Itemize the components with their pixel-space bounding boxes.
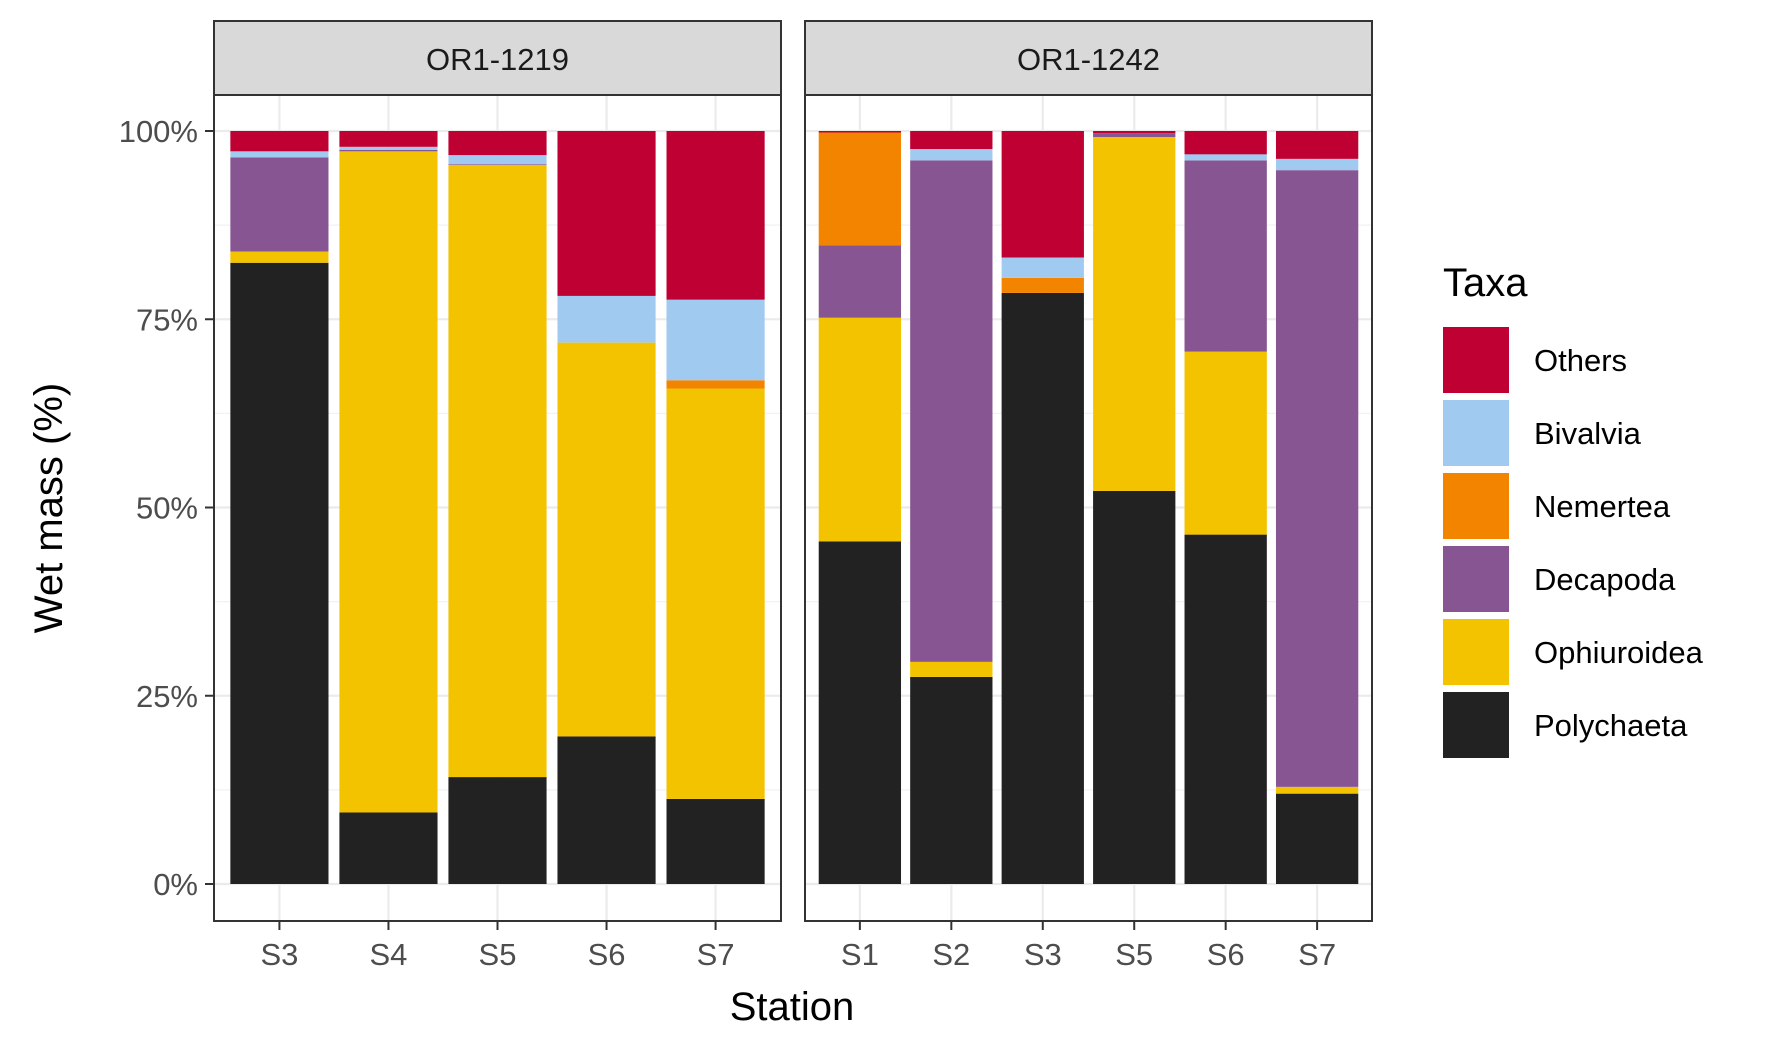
panel-strip (213, 20, 782, 96)
bar-segment-others-s7 (666, 131, 765, 300)
bar-segment-ophiuroidea-s4 (339, 151, 438, 813)
bar-segment-bivalvia-s6 (1184, 154, 1267, 161)
bar-segment-others-s5 (448, 131, 547, 156)
bar-segment-others-s6 (1184, 131, 1267, 155)
panel-strip-label: OR1-1242 (1017, 42, 1160, 77)
panel-OR1-1219: OR1-1219 S3 S4 S5 S6 S7 (213, 20, 782, 972)
x-tick-label: S1 (841, 937, 879, 972)
bar-segment-ophiuroidea-s5 (1093, 137, 1176, 491)
x-tick-label: S6 (588, 937, 626, 972)
bar-segment-decapoda-s7 (1275, 170, 1359, 787)
bar-segment-bivalvia-s3 (230, 151, 329, 158)
legend-key-polychaeta (1443, 692, 1509, 758)
legend-title: Taxa (1443, 261, 1528, 305)
legend-key-others (1443, 327, 1509, 393)
legend-label-nemertea: Nemertea (1534, 489, 1671, 524)
bar-segment-polychaeta-s7 (666, 798, 765, 884)
x-axis-title: Station (730, 985, 855, 1029)
y-tick-label: 0% (153, 867, 198, 902)
y-axis: 0% 25% 50% 75% 100% (119, 114, 214, 902)
bar-segment-decapoda-s4 (339, 149, 438, 152)
x-tick-label: S7 (1298, 937, 1336, 972)
x-tick-label: S2 (932, 937, 970, 972)
bar-segment-decapoda-s2 (910, 160, 993, 662)
bar-segment-ophiuroidea-s7 (1275, 786, 1359, 794)
panel-strip (804, 20, 1373, 96)
bar-segment-ophiuroidea-s6 (557, 342, 656, 737)
legend: Taxa Others Bivalvia Nemertea Decapoda Ophiu… (1443, 261, 1704, 758)
bar-segment-polychaeta-s6 (1184, 534, 1267, 884)
bar-segment-bivalvia-s5 (448, 155, 547, 165)
bar-segment-decapoda-s3 (230, 157, 329, 252)
bar-segment-decapoda-s6 (1184, 160, 1267, 352)
bar-segment-others-s5 (1093, 131, 1176, 134)
legend-key-ophiuroidea (1443, 619, 1509, 685)
legend-key-nemertea (1443, 473, 1509, 539)
bar-segment-bivalvia-s6 (557, 295, 656, 343)
bar-segment-polychaeta-s6 (557, 736, 656, 884)
bar-segment-bivalvia-s3 (1001, 257, 1084, 278)
bar-segment-polychaeta-s3 (230, 262, 329, 884)
legend-label-decapoda: Decapoda (1534, 562, 1676, 597)
legend-label-bivalvia: Bivalvia (1534, 416, 1642, 451)
bar-segment-others-s3 (1001, 131, 1084, 258)
x-tick-label: S5 (479, 937, 517, 972)
bar-segment-others-s2 (910, 131, 993, 150)
legend-key-decapoda (1443, 546, 1509, 612)
panel-border (804, 94, 1373, 922)
bar-segment-ophiuroidea-s6 (1184, 351, 1267, 535)
bar-segment-polychaeta-s3 (1001, 292, 1084, 884)
bar-segment-others-s4 (339, 131, 438, 147)
x-tick-label: S3 (260, 937, 298, 972)
bar-segment-polychaeta-s5 (1093, 490, 1176, 884)
bar-segment-bivalvia-s2 (910, 149, 993, 161)
bar-segment-decapoda-s5 (448, 164, 547, 165)
y-axis-title: Wet mass (%) (27, 383, 71, 633)
bar-segment-nemertea-s1 (818, 132, 902, 246)
bar-segment-ophiuroidea-s3 (230, 251, 329, 263)
legend-key-bivalvia (1443, 400, 1509, 466)
bar-segment-decapoda-s1 (818, 245, 902, 318)
bar-segment-bivalvia-s4 (339, 146, 438, 150)
bar-segment-nemertea-s7 (666, 380, 765, 389)
bar-segment-polychaeta-s7 (1275, 793, 1359, 884)
bar-segment-bivalvia-s7 (666, 299, 765, 381)
bar-segment-nemertea-s3 (1001, 277, 1084, 293)
x-tick-label: S5 (1115, 937, 1153, 972)
bar-segment-polychaeta-s1 (818, 541, 902, 884)
bar-segment-bivalvia-s7 (1275, 158, 1359, 171)
bar-segment-others-s6 (557, 131, 656, 296)
legend-label-polychaeta: Polychaeta (1534, 708, 1688, 743)
x-tick-label: S4 (370, 937, 408, 972)
panel-strip-label: OR1-1219 (426, 42, 569, 77)
bar-segment-polychaeta-s2 (910, 676, 993, 884)
legend-label-others: Others (1534, 343, 1627, 378)
bar-segment-ophiuroidea-s5 (448, 164, 547, 778)
bar-segment-polychaeta-s5 (448, 777, 547, 884)
legend-label-ophiuroidea: Ophiuroidea (1534, 635, 1704, 670)
bar-segment-ophiuroidea-s1 (818, 317, 902, 542)
y-tick-label: 75% (136, 302, 198, 337)
bar-segment-others-s3 (230, 131, 329, 152)
x-tick-label: S7 (697, 937, 735, 972)
bar-segment-polychaeta-s4 (339, 812, 438, 884)
bar-segment-decapoda-s5 (1093, 133, 1176, 138)
bar-segment-others-s1 (818, 131, 902, 133)
panel-OR1-1242: OR1-1242 S1 S2 S3 S5 S6 S7 (804, 20, 1373, 972)
y-tick-label: 100% (119, 114, 198, 149)
y-tick-label: 50% (136, 491, 198, 526)
x-tick-label: S6 (1207, 937, 1245, 972)
bar-segment-ophiuroidea-s7 (666, 388, 765, 799)
bar-segment-others-s7 (1275, 131, 1359, 159)
bar-segment-ophiuroidea-s2 (910, 661, 993, 677)
y-tick-label: 25% (136, 679, 198, 714)
x-tick-label: S3 (1024, 937, 1062, 972)
